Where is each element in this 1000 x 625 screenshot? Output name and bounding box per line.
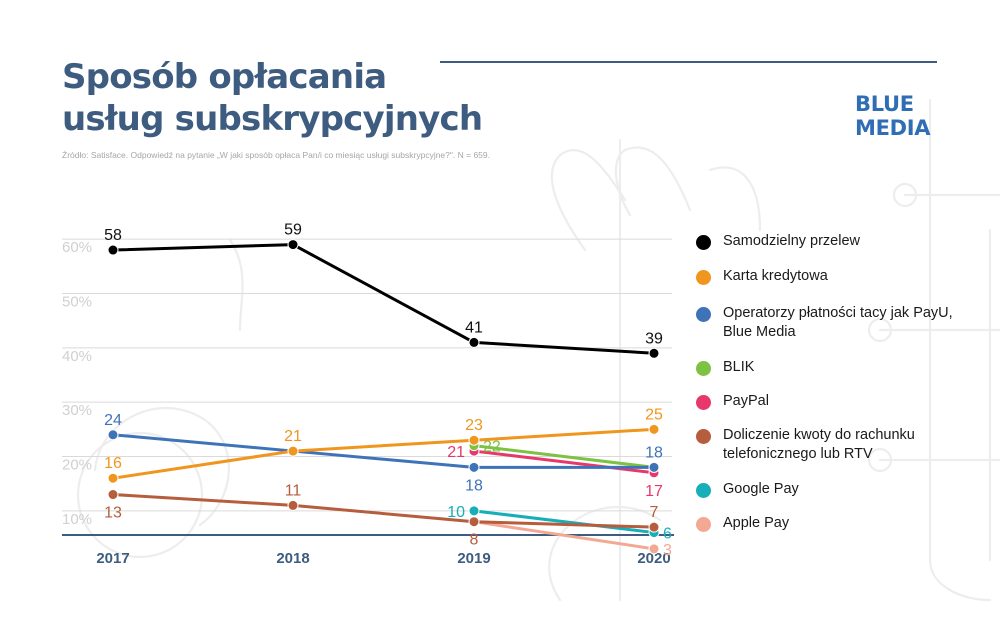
source-note: Źródło: Satisface. Odpowiedź na pytanie … [62,150,490,160]
data-label: 24 [104,412,122,429]
data-label: 6 [663,526,672,543]
data-label: 3 [663,542,672,559]
y-tick-label: 40% [62,348,92,365]
series-line [473,449,655,475]
data-label: 58 [104,227,122,244]
series-line [473,520,655,551]
legend-item-samodzielny-przelew: Samodzielny przelew [696,232,953,251]
legend-swatch [696,235,711,250]
series-google-pay: 10 6 [447,504,672,543]
legend-label: Google Pay [723,481,799,497]
data-point [468,434,480,446]
legend-label: Apple Pay [723,515,790,531]
blue-media-logo: BLUE MEDIA [855,92,931,140]
data-label: 41 [465,319,483,336]
data-label: 13 [104,505,122,522]
data-label: 18 [465,477,483,494]
series-line [473,444,655,469]
legend-label: PayPal [723,393,769,409]
data-point [648,347,660,359]
data-point [287,499,299,511]
x-tick-label: 2019 [457,550,490,567]
series-line [112,243,655,355]
series-line [112,493,655,529]
series-line [112,427,655,480]
header-rule [440,61,937,63]
x-tick-label: 2018 [276,550,309,567]
data-label: 23 [465,417,483,434]
data-label: 59 [284,222,302,239]
data-point [468,505,480,517]
legend-label: Karta kredytowa [723,268,828,284]
data-point [468,336,480,348]
legend-label: BLIK [723,359,755,375]
data-point [648,543,660,555]
series-line [473,509,655,535]
y-tick-label: 30% [62,402,92,419]
series-doliczenie-kwoty-do-rachunku-telefonicznego-lub-rtv: 13 11 8 7 [104,482,660,549]
title-line-2: usług subskrypcyjnych [62,99,483,139]
data-label: 7 [650,504,659,521]
data-label: 18 [645,444,663,461]
legend-swatch [696,483,711,498]
data-label: 39 [645,330,663,347]
data-point [648,461,660,473]
y-tick-label: 20% [62,457,92,474]
legend-swatch [696,361,711,376]
legend-swatch [696,517,711,532]
data-point [107,429,119,441]
legend-item-karta-kredytowa: Karta kredytowa [696,267,953,286]
data-point [107,472,119,484]
series-samodzielny-przelew: 58 59 41 39 [104,222,663,359]
data-label: 17 [645,483,663,500]
data-label: 10 [447,504,465,521]
legend-swatch [696,307,711,322]
data-label: 16 [104,455,122,472]
data-point [107,489,119,501]
legend-label: Samodzielny przelew [723,233,861,249]
legend-swatch [696,395,711,410]
data-point [287,445,299,457]
y-tick-label: 50% [62,294,92,311]
legend-label: Operatorzy płatności tacy jak PayU, Blue… [723,305,953,340]
series-operatorzy-platnosci-tacy-jak-payu-blue-media: 24 18 18 [104,412,663,495]
logo-line-2: MEDIA [855,116,931,140]
x-tick-label: 2020 [637,550,670,567]
data-label: 8 [470,532,479,549]
legend-label: Doliczenie kwoty do rachunku telefoniczn… [723,427,915,462]
legend-item-blik: BLIK [696,358,953,377]
data-point [648,423,660,435]
data-label: 21 [447,444,465,461]
title-line-1: Sposób opłacania [62,57,387,97]
x-tick-label: 2017 [96,550,129,567]
logo-line-1: BLUE [855,92,914,116]
data-label: 21 [284,428,302,445]
y-tick-label: 60% [62,239,92,256]
data-label: 11 [285,482,302,499]
data-point [648,521,660,533]
data-point [287,239,299,251]
data-point [468,461,480,473]
legend-swatch [696,429,711,444]
legend-item-doliczenie-kwoty-do-rachunku-telefonicznego-lub-rtv: Doliczenie kwoty do rachunku telefoniczn… [696,426,953,464]
legend-item-google-pay: Google Pay [696,480,953,499]
legend-swatch [696,270,711,285]
page-title: Sposób opłacania usług subskrypcyjnych [62,56,483,140]
data-label: 22 [483,439,501,456]
legend-item-operatorzy-platnosci-tacy-jak-payu-blue-media: Operatorzy płatności tacy jak PayU, Blue… [696,304,953,342]
data-point [468,516,480,528]
series-line [112,433,654,469]
legend-item-paypal: PayPal [696,392,953,411]
data-point [107,244,119,256]
y-tick-label: 10% [62,511,92,528]
legend-item-apple-pay: Apple Pay [696,514,953,533]
data-label: 25 [645,406,663,423]
